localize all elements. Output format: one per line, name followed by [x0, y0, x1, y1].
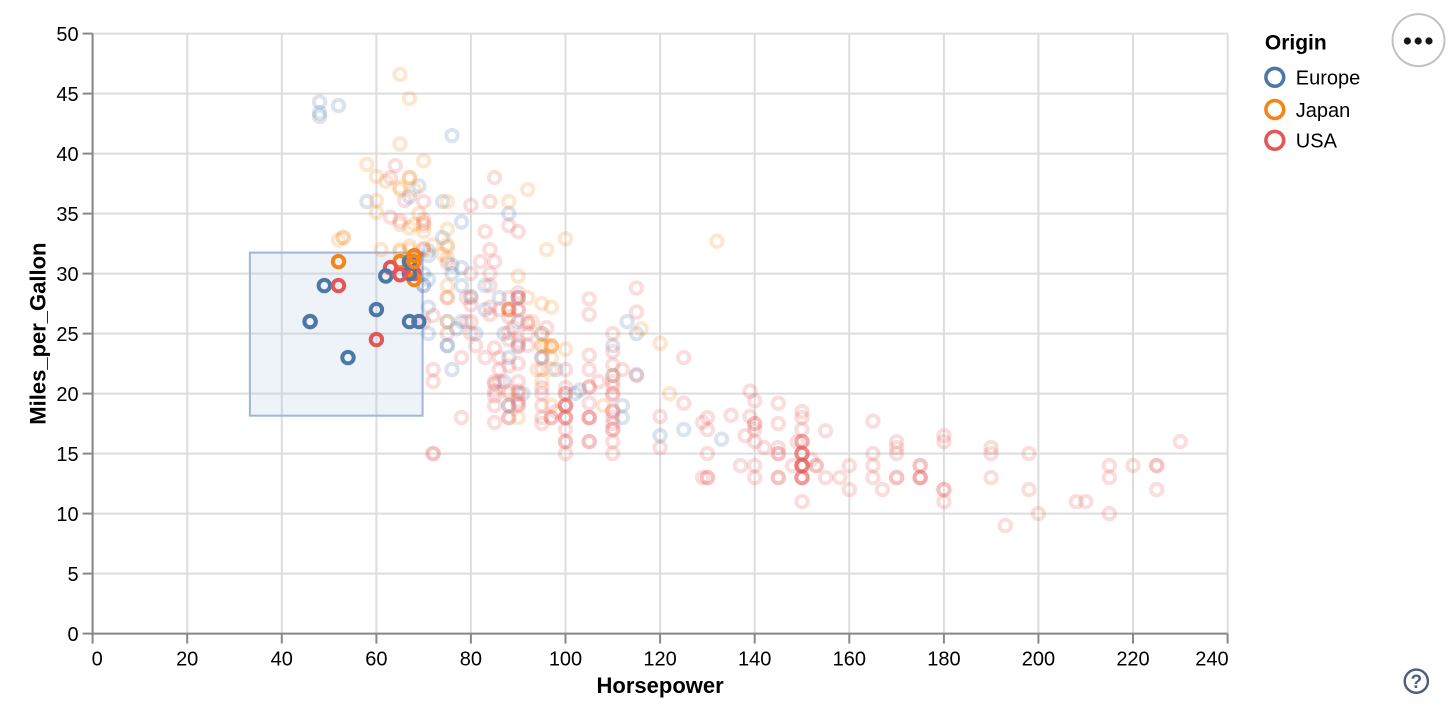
svg-text:15: 15 [56, 444, 78, 466]
svg-text:45: 45 [56, 84, 78, 106]
svg-text:20: 20 [56, 384, 78, 406]
svg-text:30: 30 [56, 264, 78, 286]
svg-text:10: 10 [56, 504, 78, 526]
svg-text:Europe: Europe [1296, 68, 1361, 90]
svg-text:Origin: Origin [1265, 32, 1327, 55]
svg-text:0: 0 [67, 624, 78, 646]
svg-text:50: 50 [56, 24, 78, 46]
svg-text:20: 20 [176, 649, 198, 671]
svg-text:40: 40 [271, 649, 293, 671]
svg-text:?: ? [1410, 672, 1422, 693]
svg-text:35: 35 [56, 204, 78, 226]
svg-text:80: 80 [460, 649, 482, 671]
svg-text:Miles_per_Gallon: Miles_per_Gallon [26, 243, 51, 425]
svg-text:USA: USA [1296, 131, 1338, 153]
svg-text:5: 5 [67, 564, 78, 586]
svg-text:240: 240 [1195, 649, 1228, 671]
svg-text:Japan: Japan [1296, 100, 1351, 122]
svg-text:180: 180 [927, 649, 960, 671]
svg-text:120: 120 [643, 649, 676, 671]
svg-text:Horsepower: Horsepower [597, 673, 725, 698]
svg-text:0: 0 [92, 649, 103, 671]
svg-text:100: 100 [549, 649, 582, 671]
svg-text:200: 200 [1022, 649, 1055, 671]
svg-text:140: 140 [738, 649, 771, 671]
svg-text:160: 160 [833, 649, 866, 671]
svg-text:25: 25 [56, 324, 78, 346]
svg-text:220: 220 [1116, 649, 1149, 671]
svg-text:60: 60 [365, 649, 387, 671]
svg-text:40: 40 [56, 144, 78, 166]
